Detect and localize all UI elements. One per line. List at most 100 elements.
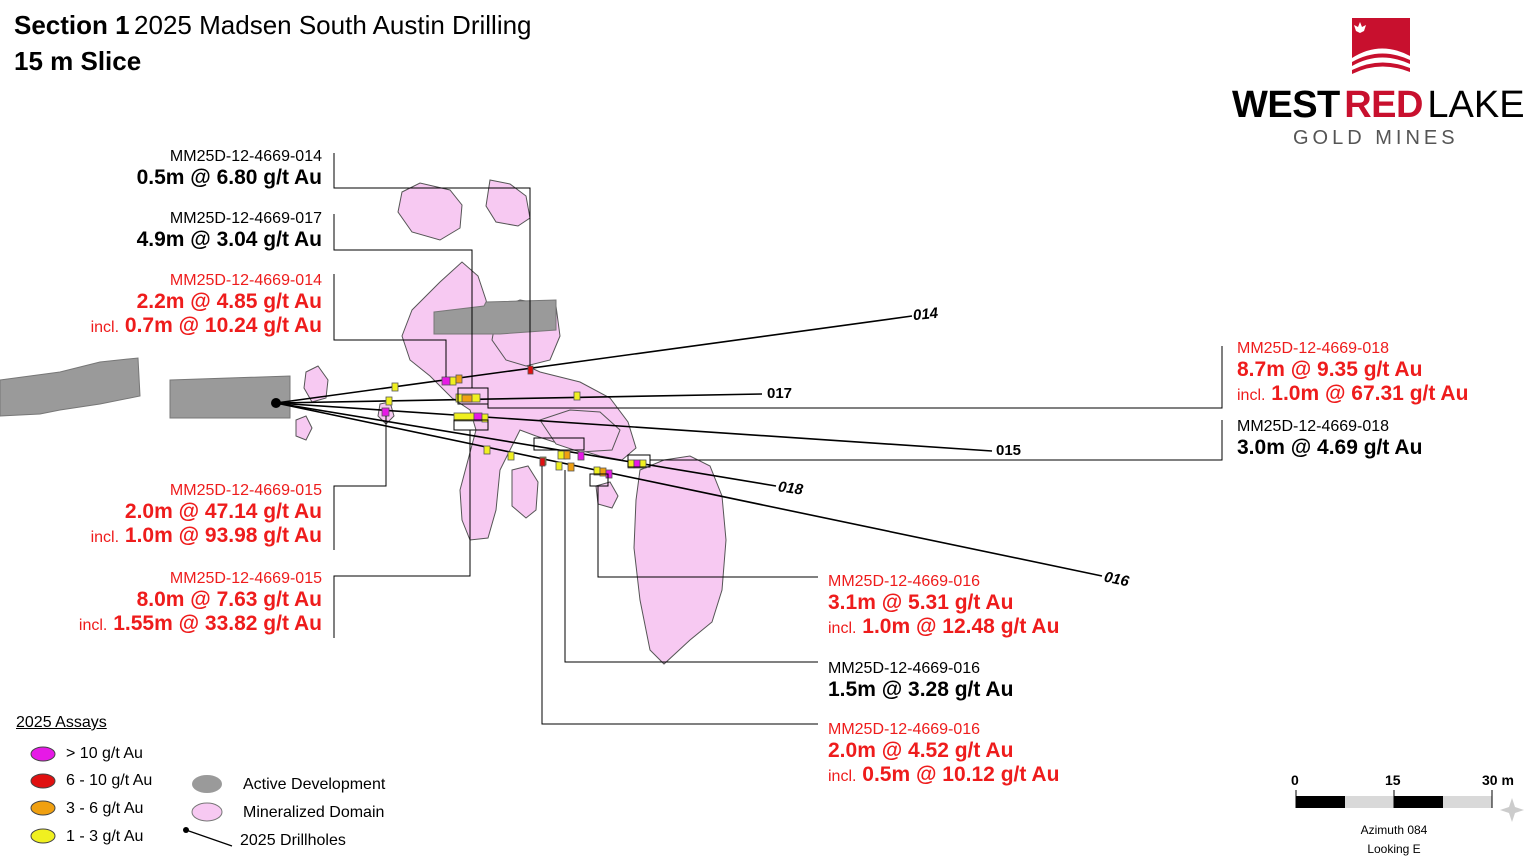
callout-018-a: MM25D-12-4669-018 8.7m @ 9.35 g/t Au inc…	[1237, 340, 1468, 406]
development-drift-left	[0, 357, 141, 417]
callout-hole-id: MM25D-12-4669-015	[169, 570, 322, 587]
callout-assay: 2.2m @ 4.85 g/t Au	[136, 290, 322, 313]
callout-incl-assay: 1.0m @ 12.48 g/t Au	[862, 615, 1060, 638]
legend-drillholes: 2025 Drillholes	[240, 832, 346, 849]
callout-018-b: MM25D-12-4669-018 3.0m @ 4.69 g/t Au	[1237, 418, 1422, 460]
domain-small-left-1	[303, 365, 329, 403]
callout-incl-assay: 0.5m @ 10.12 g/t Au	[862, 763, 1060, 786]
callout-015-a: MM25D-12-4669-015 2.0m @ 47.14 g/t Au in…	[91, 482, 322, 548]
legend-title: 2025 Assays	[16, 714, 107, 731]
assay-magenta	[381, 407, 390, 417]
callout-incl-word: incl.	[1237, 387, 1266, 404]
leader-c1	[333, 153, 531, 366]
scale-tick-30: 30 m	[1482, 772, 1514, 788]
drillhole-017	[275, 393, 763, 404]
leader-c6	[487, 346, 1223, 409]
callout-assay: 3.0m @ 4.69 g/t Au	[1237, 436, 1423, 459]
leader-c3	[333, 274, 447, 377]
domain-top-right	[485, 179, 531, 227]
azimuth-label: Azimuth 084	[1360, 823, 1428, 837]
legend-swatch-domain	[191, 802, 223, 822]
active-development	[0, 299, 557, 419]
domain-lower-right	[633, 455, 727, 665]
maple-leaf-icon	[1352, 18, 1410, 76]
callout-016-c: MM25D-12-4669-016 2.0m @ 4.52 g/t Au inc…	[828, 721, 1059, 787]
scale-tick-15: 15	[1385, 772, 1401, 788]
callout-hole-id: MM25D-12-4669-018	[1237, 418, 1390, 435]
assay-orange	[567, 462, 575, 472]
legend-grade-1: > 10 g/t Au	[66, 745, 143, 762]
legend-symbols	[30, 746, 233, 847]
title-description: 2025 Madsen South Austin Drilling	[134, 10, 532, 40]
legend-swatch-red	[30, 773, 56, 789]
drillhole-label-017: 017	[767, 385, 793, 402]
assay-yellow	[507, 451, 515, 461]
legend-swatch-magenta	[30, 746, 56, 762]
domain-small-left-2	[295, 415, 313, 441]
callout-incl-assay: 1.0m @ 93.98 g/t Au	[124, 524, 322, 547]
leader-c7	[650, 420, 1223, 461]
page-subtitle: 15 m Slice	[14, 46, 142, 76]
legend-grade-4: 1 - 3 g/t Au	[66, 828, 144, 845]
title-section: Section 1	[14, 10, 130, 40]
assay-yellow	[483, 445, 491, 455]
assay-yellow	[639, 459, 647, 469]
callout-hole-id: MM25D-12-4669-016	[828, 660, 981, 677]
mineralized-domains	[295, 179, 727, 665]
assay-yellow	[385, 396, 393, 406]
drillhole-label-014: 014	[912, 304, 939, 325]
development-stope	[433, 299, 557, 335]
development-drift-right	[169, 375, 291, 419]
leader-lines	[333, 153, 1223, 725]
domain-top-left	[397, 182, 463, 241]
domain-mid-right	[539, 409, 621, 453]
callout-incl-assay: 1.0m @ 67.31 g/t Au	[1271, 382, 1469, 405]
assay-magenta	[441, 376, 451, 386]
callout-hole-id: MM25D-12-4669-016	[828, 573, 981, 590]
leader-c8	[597, 486, 818, 578]
legend-swatch-orange	[30, 800, 56, 816]
legend-domain: Mineralized Domain	[243, 804, 385, 821]
callout-hole-id: MM25D-12-4669-016	[828, 721, 981, 738]
assay-red	[527, 365, 534, 375]
callout-incl-word: incl.	[78, 617, 108, 634]
callout-incl-word: incl.	[828, 768, 857, 785]
callout-hole-id: MM25D-12-4669-015	[169, 482, 322, 499]
page-title: Section 1 2025 Madsen South Austin Drill…	[14, 10, 532, 41]
callout-incl-assay: 1.55m @ 33.82 g/t Au	[113, 612, 322, 635]
assay-orange	[599, 467, 607, 477]
callout-assay: 8.0m @ 7.63 g/t Au	[136, 588, 322, 611]
scale-tick-0: 0	[1291, 772, 1299, 788]
callout-015-b: MM25D-12-4669-015 8.0m @ 7.63 g/t Au inc…	[79, 570, 322, 636]
logo-word-red: RED	[1344, 84, 1423, 126]
callout-hole-id: MM25D-12-4669-014	[169, 272, 322, 289]
drill-collar	[271, 398, 281, 408]
assay-orange	[563, 450, 571, 460]
callout-014-a: MM25D-12-4669-014 0.5m @ 6.80 g/t Au	[137, 148, 322, 190]
callout-hole-id: MM25D-12-4669-018	[1237, 340, 1390, 357]
legend-grade-3: 3 - 6 g/t Au	[66, 800, 144, 817]
callout-assay: 1.5m @ 3.28 g/t Au	[828, 678, 1014, 701]
callout-assay: 0.5m @ 6.80 g/t Au	[136, 166, 322, 189]
legend-swatch-development	[192, 775, 222, 793]
legend-development: Active Development	[243, 776, 386, 793]
callout-014-b: MM25D-12-4669-014 2.2m @ 4.85 g/t Au inc…	[91, 272, 322, 338]
callout-incl-word: incl.	[90, 319, 120, 336]
leader-c4	[333, 416, 387, 550]
compass-rose-icon	[1500, 798, 1524, 822]
leader-c2	[333, 214, 473, 388]
callout-assay: 4.9m @ 3.04 g/t Au	[136, 228, 322, 251]
assay-yellow	[573, 391, 581, 401]
assay-yellow	[391, 382, 399, 392]
looking-label: Looking E	[1367, 842, 1421, 856]
legend-swatch-drillhole-line	[185, 829, 233, 847]
drillhole-label-018: 018	[776, 478, 805, 499]
assay-orange	[461, 394, 473, 403]
leader-c9	[564, 470, 818, 663]
drillhole-018	[275, 402, 777, 487]
callout-hole-id: MM25D-12-4669-017	[169, 210, 322, 227]
leader-c5	[333, 430, 471, 638]
legend-grade-2: 6 - 10 g/t Au	[66, 772, 153, 789]
logo-wordmark: WEST RED LAKE	[1232, 84, 1525, 127]
